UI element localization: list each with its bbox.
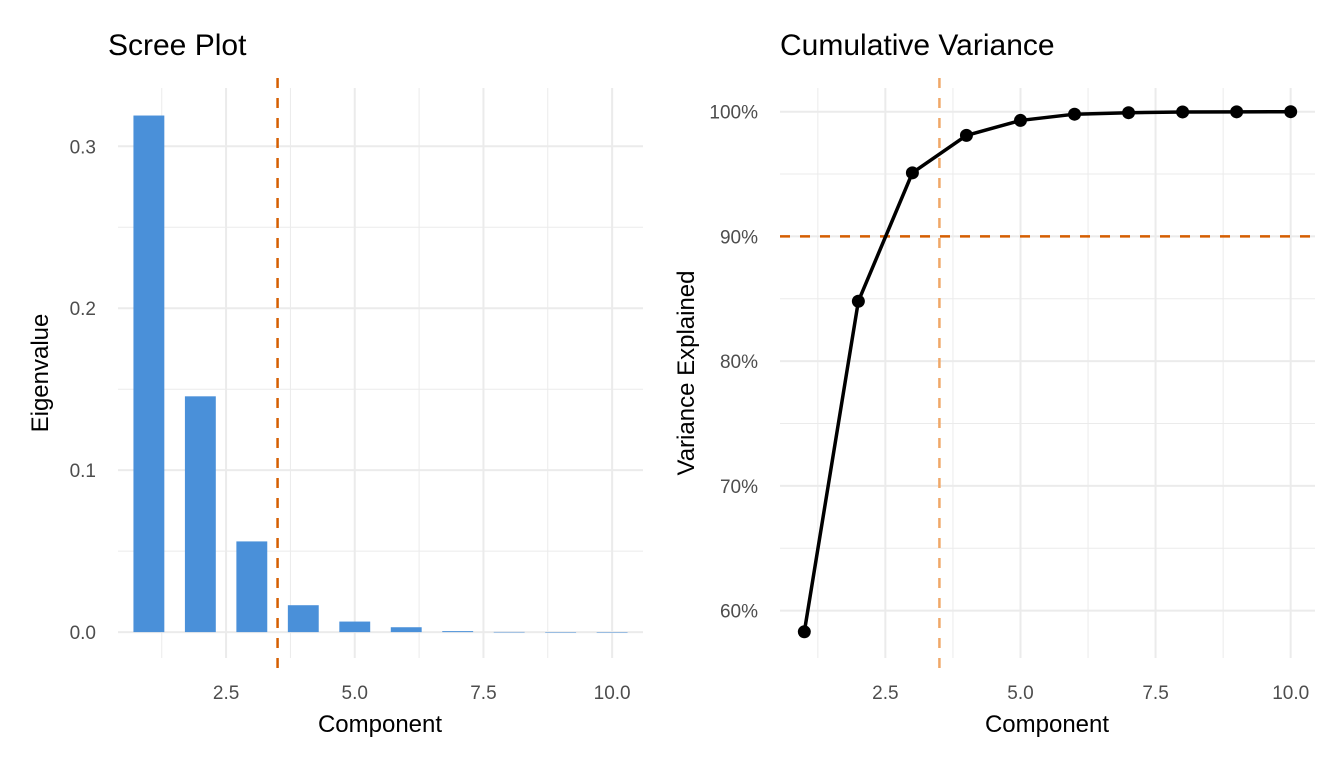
x-tick-label: 10.0	[594, 683, 631, 704]
x-axis-label: Component	[985, 711, 1109, 738]
cumulative-line	[802, 109, 1291, 633]
y-tick-label: 0.0	[70, 623, 96, 644]
data-point	[797, 625, 811, 639]
data-point	[1176, 105, 1190, 119]
data-point	[959, 128, 973, 142]
x-tick-label: 7.5	[1142, 683, 1168, 704]
bar	[596, 632, 628, 633]
data-point	[1122, 106, 1136, 120]
y-tick-label: 0.1	[70, 461, 96, 482]
bar	[390, 627, 422, 633]
bar	[442, 631, 474, 633]
y-tick-label: 70%	[720, 477, 758, 498]
bar	[133, 115, 165, 633]
y-axis-label: Eigenvalue	[27, 314, 54, 433]
scree-plot-title: Scree Plot	[108, 29, 247, 62]
bar	[287, 605, 319, 633]
y-tick-label: 0.2	[70, 299, 96, 320]
data-point	[851, 294, 865, 308]
y-tick-label: 80%	[720, 352, 758, 373]
y-tick-label: 60%	[720, 602, 758, 623]
bar	[339, 621, 371, 633]
bar	[545, 632, 577, 633]
data-point	[1230, 105, 1244, 119]
x-tick-label: 5.0	[342, 683, 368, 704]
x-tick-label: 10.0	[1272, 683, 1309, 704]
y-axis-label: Variance Explained	[673, 270, 700, 475]
x-tick-label: 2.5	[872, 683, 898, 704]
x-tick-label: 5.0	[1007, 683, 1033, 704]
scree-plot-panel: Scree Plot 2.5 5.0 7.5 10.0 0.0 0.1 0.2 0.3 Com…	[27, 29, 643, 738]
cumulative-variance-panel: Cumulative Variance 2.5 5.0 7.5 10.0 60% 70% 8…	[673, 29, 1315, 738]
data-point	[1013, 113, 1027, 127]
data-point	[905, 166, 919, 180]
data-point	[1284, 105, 1298, 119]
y-tick-label: 90%	[720, 227, 758, 248]
y-tick-label: 100%	[709, 103, 758, 124]
x-axis-label: Component	[318, 711, 442, 738]
x-tick-label: 2.5	[213, 683, 239, 704]
bar	[184, 396, 216, 633]
y-tick-label: 0.3	[70, 137, 96, 158]
bar	[493, 631, 525, 633]
cumulative-variance-title: Cumulative Variance	[780, 29, 1055, 62]
bar	[236, 541, 268, 633]
x-tick-label: 7.5	[470, 683, 496, 704]
data-point	[1068, 107, 1082, 121]
